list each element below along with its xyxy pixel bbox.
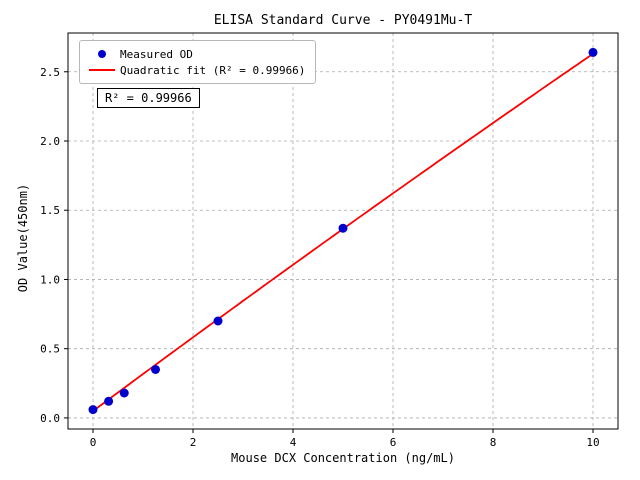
x-axis-label: Mouse DCX Concentration (ng/mL) <box>231 451 455 465</box>
x-tick-label: 4 <box>290 436 297 449</box>
r-squared-annotation: R² = 0.99966 <box>97 88 200 108</box>
fit-line-marker-icon <box>89 69 115 71</box>
y-tick-label: 2.0 <box>40 135 60 148</box>
x-tick-label: 8 <box>490 436 497 449</box>
x-tick-label: 6 <box>390 436 397 449</box>
y-tick-label: 1.0 <box>40 273 60 286</box>
measured-od-point <box>338 223 348 233</box>
legend: Measured OD Quadratic fit (R² = 0.99966) <box>79 40 317 84</box>
legend-label-measured-od: Measured OD <box>120 47 193 61</box>
x-tick-label: 0 <box>90 436 97 449</box>
x-tick-label: 10 <box>586 436 599 449</box>
measured-od-point <box>119 388 129 398</box>
y-tick-label: 0.5 <box>40 343 60 356</box>
measured-od-point <box>588 47 598 57</box>
chart-title: ELISA Standard Curve - PY0491Mu-T <box>213 13 473 28</box>
y-tick-label: 1.5 <box>40 204 60 217</box>
x-tick-label: 2 <box>190 436 197 449</box>
measured-od-marker-icon <box>98 50 106 58</box>
measured-od-point <box>213 316 223 326</box>
legend-entry-quadratic-fit: Quadratic fit (R² = 0.99966) <box>88 62 305 78</box>
y-tick-label: 2.5 <box>40 66 60 79</box>
y-tick-label: 0.0 <box>40 412 60 425</box>
measured-od-point <box>88 405 98 415</box>
legend-entry-measured-od: Measured OD <box>88 46 305 62</box>
axes-frame <box>67 32 619 430</box>
legend-label-quadratic-fit: Quadratic fit (R² = 0.99966) <box>120 63 306 77</box>
measured-od-point <box>104 396 114 406</box>
y-axis-label: OD Value(450nm) <box>16 183 30 293</box>
measured-od-point <box>151 364 160 374</box>
